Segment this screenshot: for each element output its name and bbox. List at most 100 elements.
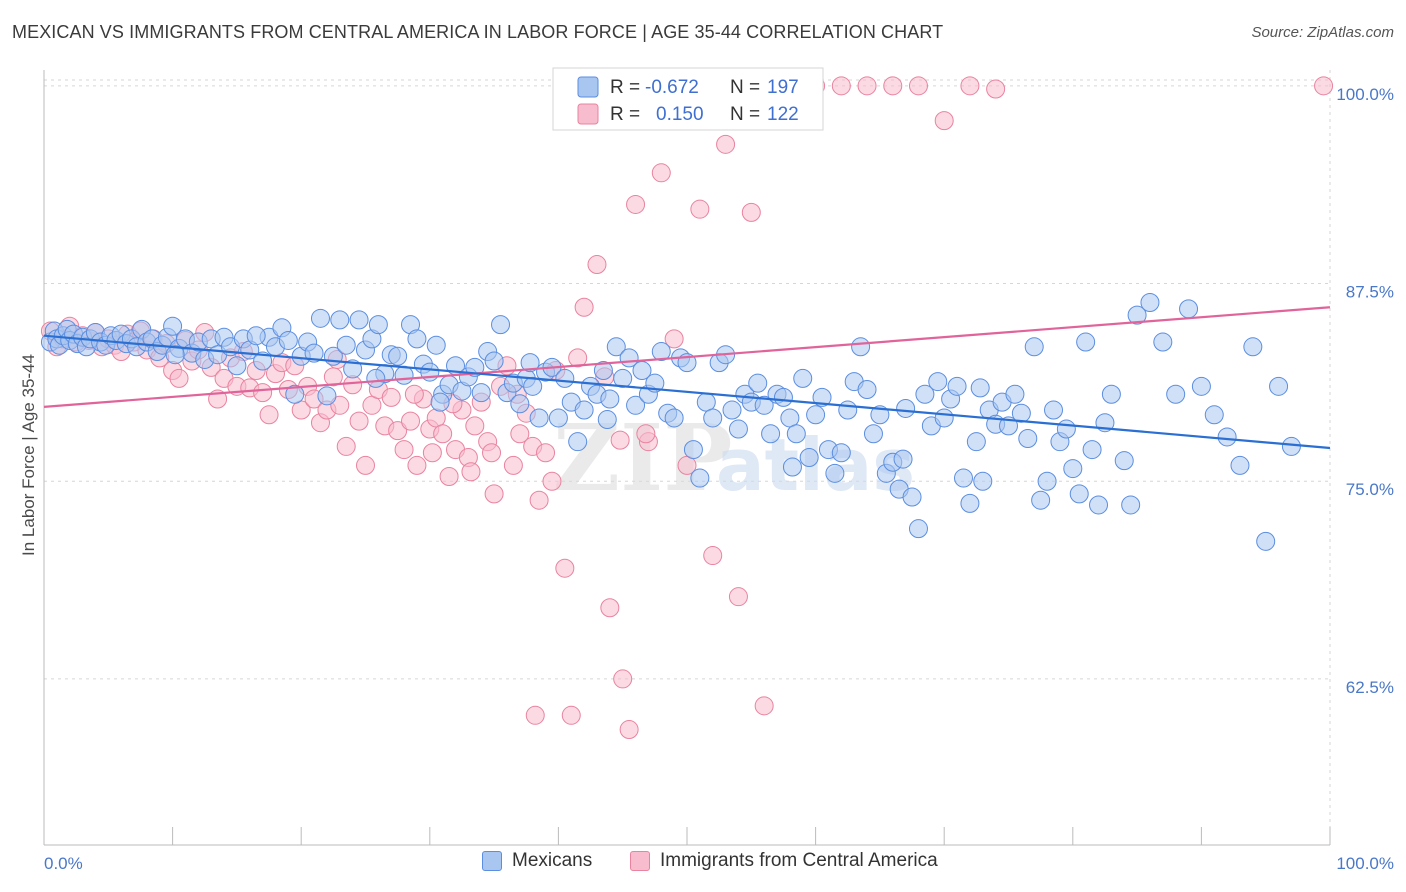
chart-title: MEXICAN VS IMMIGRANTS FROM CENTRAL AMERI… bbox=[12, 22, 944, 42]
mexicans-point bbox=[1166, 384, 1186, 404]
mexicans-point bbox=[806, 405, 826, 425]
mexicans-point bbox=[780, 408, 800, 428]
central-america-point bbox=[651, 163, 671, 183]
mexicans-point bbox=[388, 346, 408, 366]
mexicans-point bbox=[1037, 471, 1057, 491]
legend-item-mexicans: Mexicans bbox=[482, 850, 592, 872]
central-america-point bbox=[349, 411, 369, 431]
y-axis-label: In Labor Force | Age 35-44 bbox=[19, 354, 38, 556]
mexicans-point bbox=[165, 345, 185, 365]
mexicans-point bbox=[227, 356, 247, 376]
mexicans-point bbox=[484, 351, 504, 371]
mexicans-point bbox=[1069, 484, 1089, 504]
mexicans-point bbox=[696, 392, 716, 412]
central-america-point bbox=[394, 440, 414, 460]
trend-lines bbox=[43, 306, 1331, 450]
watermark-zip: ZIP bbox=[553, 404, 732, 512]
mexicans-point bbox=[928, 372, 948, 392]
legend-r-label-1: R = bbox=[610, 77, 640, 98]
central-america-point bbox=[401, 411, 421, 431]
mexicans-point bbox=[471, 383, 491, 403]
mexicans-point bbox=[748, 373, 768, 393]
mexicans-point bbox=[1089, 495, 1109, 515]
legend-r-value-1: -0.672 bbox=[645, 77, 699, 98]
central-america-point bbox=[169, 368, 189, 388]
mexicans-point bbox=[278, 330, 298, 350]
mexicans-point bbox=[1217, 427, 1237, 447]
mexicans-point bbox=[366, 368, 386, 388]
mexicans-point bbox=[857, 379, 877, 399]
mexicans-point bbox=[491, 315, 511, 335]
mexicans-point bbox=[966, 432, 986, 452]
mexicans-point bbox=[761, 424, 781, 444]
y-tick-label-0: 62.5% bbox=[1346, 678, 1394, 697]
central-america-point bbox=[525, 705, 545, 725]
x-tick-label-1: 100.0% bbox=[1336, 854, 1394, 873]
mexicans-point bbox=[825, 463, 845, 483]
central-america-point bbox=[857, 76, 877, 96]
central-america-point bbox=[561, 705, 581, 725]
legend-n-label-1: N = bbox=[730, 77, 760, 98]
mexicans-point bbox=[336, 335, 356, 355]
mexicans-point bbox=[799, 448, 819, 467]
mexicans-point bbox=[330, 310, 350, 330]
central-america-point bbox=[253, 383, 273, 403]
central-america-point bbox=[587, 255, 607, 275]
mexicans-point bbox=[548, 408, 568, 428]
mexicans-point bbox=[304, 343, 324, 363]
mexicans-point bbox=[1005, 384, 1025, 404]
central-america-point bbox=[381, 387, 401, 407]
legend-r-value-2: 0.150 bbox=[656, 104, 704, 125]
mexicans-point bbox=[782, 457, 802, 477]
central-america-point bbox=[388, 421, 408, 441]
mexicans-point bbox=[1121, 495, 1141, 515]
mexicans-point bbox=[915, 384, 935, 404]
mexicans-point bbox=[1256, 531, 1276, 551]
mexicans-point bbox=[597, 410, 617, 430]
central-america-point bbox=[754, 696, 774, 716]
mexicans-point bbox=[1114, 451, 1134, 471]
mexicans-point bbox=[902, 487, 922, 507]
mexicans-point bbox=[1204, 405, 1224, 425]
central-america-point bbox=[461, 462, 481, 482]
legend-n-value-1: 197 bbox=[767, 77, 799, 98]
central-america-point bbox=[600, 598, 620, 618]
mexicans-point bbox=[246, 326, 266, 346]
central-america-point bbox=[568, 348, 588, 368]
central-america-point bbox=[636, 424, 656, 444]
mexicans-point bbox=[1101, 384, 1121, 404]
mexicans-point bbox=[600, 389, 620, 409]
central-america-point bbox=[690, 199, 710, 219]
mexicans-point bbox=[1076, 332, 1096, 352]
mexicans-point bbox=[368, 315, 388, 335]
central-america-point bbox=[439, 466, 459, 486]
central-america-point bbox=[422, 443, 442, 463]
mexicans-point bbox=[394, 365, 414, 385]
central-america-point bbox=[482, 443, 502, 463]
mexicans-point bbox=[870, 405, 890, 425]
mexicans-point bbox=[1011, 403, 1031, 423]
central-america-point bbox=[728, 587, 748, 607]
mexicans-point bbox=[1269, 376, 1289, 396]
mexicans-point bbox=[947, 376, 967, 396]
y-tick-label-3: 100.0% bbox=[1336, 85, 1394, 104]
mexicans-point bbox=[1018, 429, 1038, 449]
mexicans-point bbox=[1056, 419, 1076, 439]
mexicans-point bbox=[773, 387, 793, 407]
central-america-point bbox=[626, 194, 646, 214]
central-america-point bbox=[619, 720, 639, 740]
mexicans-point bbox=[1281, 436, 1301, 456]
central-america-point bbox=[883, 76, 903, 96]
central-america-point bbox=[404, 384, 424, 404]
mexicans-point bbox=[606, 337, 626, 357]
mexicans-point bbox=[786, 424, 806, 444]
mexicans-point bbox=[510, 394, 530, 414]
central-america-point bbox=[613, 669, 633, 689]
central-america-point bbox=[536, 443, 556, 463]
central-america-point bbox=[1314, 76, 1334, 96]
mexicans-point bbox=[896, 398, 916, 418]
central-america-point bbox=[484, 484, 504, 504]
central-america-point bbox=[831, 76, 851, 96]
mexicans-point bbox=[426, 335, 446, 355]
